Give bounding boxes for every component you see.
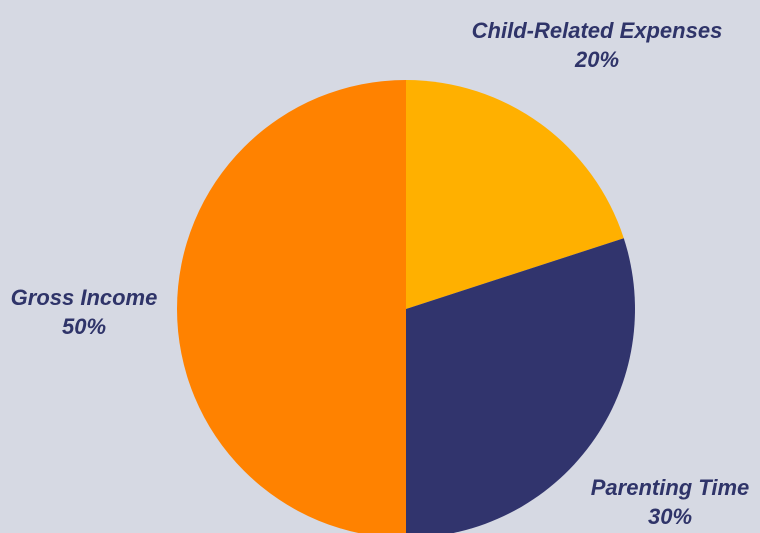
slice-label-gross-income: Gross Income 50% — [0, 283, 168, 341]
slice-label-child-related-expenses: Child-Related Expenses 20% — [462, 16, 732, 74]
slice-percent-gross-income: 50% — [61, 314, 107, 339]
slice-name-child-related-expenses: Child-Related Expenses — [471, 18, 723, 43]
pie-slice-parenting-time — [406, 238, 635, 533]
pie-slice-child-related-expenses — [406, 80, 624, 309]
slice-label-parenting-time: Parenting Time 30% — [580, 473, 760, 531]
slice-percent-parenting-time: 30% — [647, 504, 693, 529]
slice-name-parenting-time: Parenting Time — [590, 475, 750, 500]
pie-slice-gross-income — [177, 80, 406, 533]
slice-name-gross-income: Gross Income — [10, 285, 158, 310]
slice-percent-child-related-expenses: 20% — [574, 47, 620, 72]
